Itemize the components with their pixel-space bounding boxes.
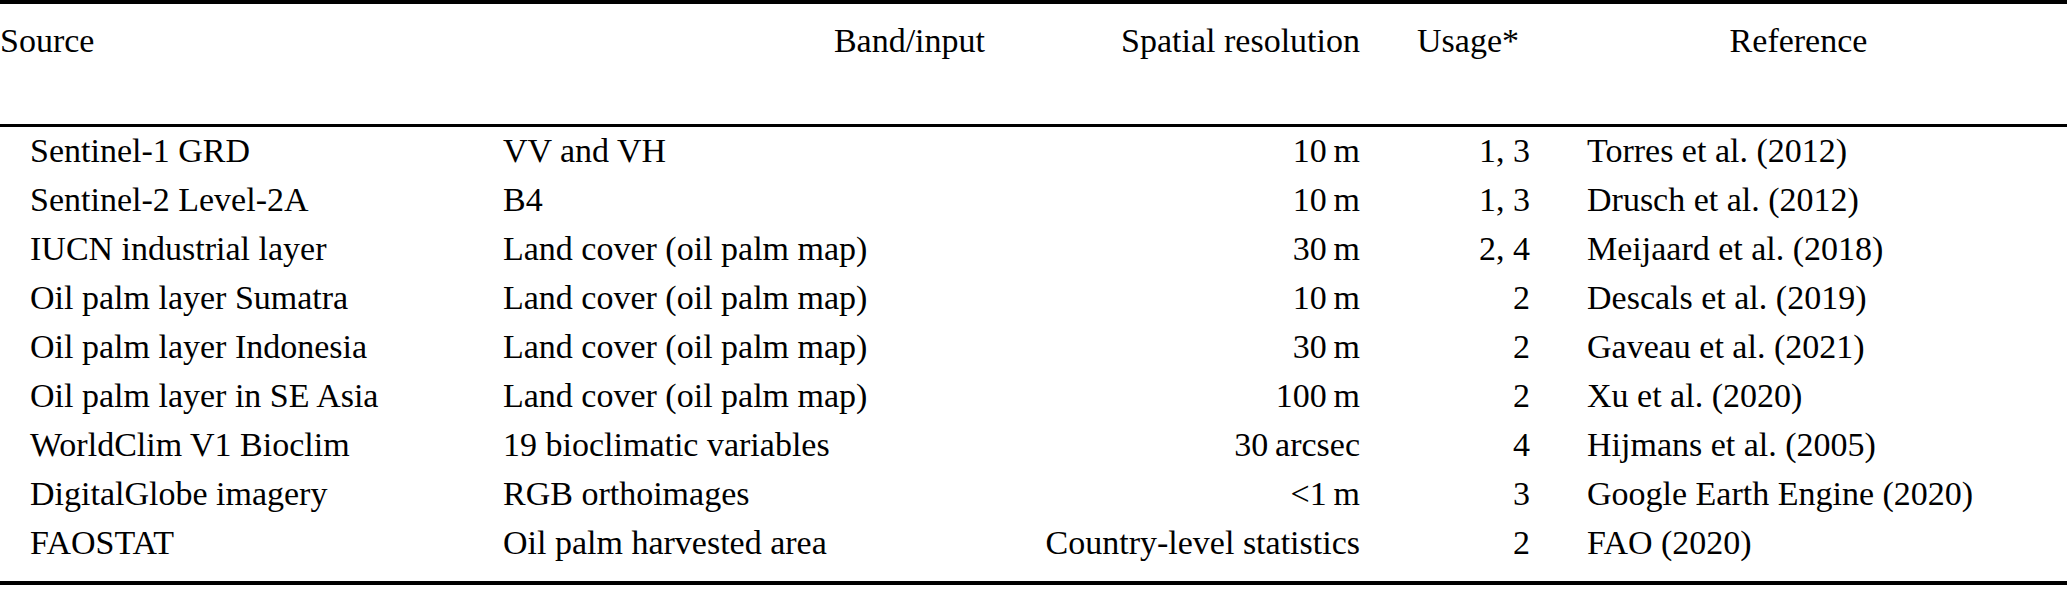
table-row: Sentinel-2 Level-2A B4 10 m 1, 3 Drusch … <box>0 176 2067 225</box>
cell-band-input: Oil palm harvested area <box>503 519 985 583</box>
cell-spatial-resolution: Country-level statistics <box>985 519 1360 583</box>
cell-reference: Xu et al. (2020) <box>1530 372 2067 421</box>
column-header-label: Reference <box>1730 22 1868 59</box>
column-header: Band/input <box>503 2 985 125</box>
column-header-label: Spatial resolution <box>1121 22 1360 59</box>
cell-spatial-resolution: 10 m <box>985 125 1360 176</box>
table-row: Sentinel-1 GRD VV and VH 10 m 1, 3 Torre… <box>0 125 2067 176</box>
cell-source: Sentinel-2 Level-2A <box>0 176 503 225</box>
column-header-label: Usage* <box>1417 22 1519 59</box>
column-header-label: Source <box>0 22 94 59</box>
cell-reference: FAO (2020) <box>1530 519 2067 583</box>
table-row: DigitalGlobe imagery RGB orthoimages <1 … <box>0 470 2067 519</box>
cell-usage: 4 <box>1360 421 1530 470</box>
cell-spatial-resolution: 30 m <box>985 323 1360 372</box>
header-row: Source Band/input Spatial resolution Usa… <box>0 2 2067 125</box>
column-header: Usage* <box>1360 2 1530 125</box>
table-row: FAOSTAT Oil palm harvested area Country-… <box>0 519 2067 583</box>
cell-source: DigitalGlobe imagery <box>0 470 503 519</box>
cell-usage: 2 <box>1360 372 1530 421</box>
cell-usage: 2 <box>1360 274 1530 323</box>
cell-reference: Hijmans et al. (2005) <box>1530 421 2067 470</box>
table-row: Oil palm layer Indonesia Land cover (oil… <box>0 323 2067 372</box>
cell-band-input: Land cover (oil palm map) <box>503 225 985 274</box>
table-header: Source Band/input Spatial resolution Usa… <box>0 2 2067 125</box>
cell-reference: Google Earth Engine (2020) <box>1530 470 2067 519</box>
cell-reference: Torres et al. (2012) <box>1530 125 2067 176</box>
table-row: WorldClim V1 Bioclim 19 bioclimatic vari… <box>0 421 2067 470</box>
cell-spatial-resolution: 10 m <box>985 274 1360 323</box>
cell-band-input: Land cover (oil palm map) <box>503 372 985 421</box>
page: Source Band/input Spatial resolution Usa… <box>0 0 2067 600</box>
cell-spatial-resolution: 30 m <box>985 225 1360 274</box>
cell-reference: Meijaard et al. (2018) <box>1530 225 2067 274</box>
cell-source: Oil palm layer Indonesia <box>0 323 503 372</box>
cell-usage: 1, 3 <box>1360 176 1530 225</box>
cell-reference: Drusch et al. (2012) <box>1530 176 2067 225</box>
cell-source: FAOSTAT <box>0 519 503 583</box>
cell-reference: Gaveau et al. (2021) <box>1530 323 2067 372</box>
cell-reference: Descals et al. (2019) <box>1530 274 2067 323</box>
cell-band-input: Land cover (oil palm map) <box>503 323 985 372</box>
table-row: IUCN industrial layer Land cover (oil pa… <box>0 225 2067 274</box>
cell-spatial-resolution: 100 m <box>985 372 1360 421</box>
cell-band-input: B4 <box>503 176 985 225</box>
column-header: Spatial resolution <box>985 2 1360 125</box>
cell-usage: 2 <box>1360 323 1530 372</box>
cell-spatial-resolution: 10 m <box>985 176 1360 225</box>
table-row: Oil palm layer Sumatra Land cover (oil p… <box>0 274 2067 323</box>
cell-band-input: Land cover (oil palm map) <box>503 274 985 323</box>
cell-usage: 1, 3 <box>1360 125 1530 176</box>
cell-spatial-resolution: 30 arcsec <box>985 421 1360 470</box>
cell-source: Oil palm layer Sumatra <box>0 274 503 323</box>
column-header: Reference <box>1530 2 2067 125</box>
column-header-label: Band/input <box>805 18 985 64</box>
cell-source: IUCN industrial layer <box>0 225 503 274</box>
cell-band-input: VV and VH <box>503 125 985 176</box>
cell-usage: 2, 4 <box>1360 225 1530 274</box>
table-row: Oil palm layer in SE Asia Land cover (oi… <box>0 372 2067 421</box>
cell-band-input: RGB orthoimages <box>503 470 985 519</box>
column-header: Source <box>0 2 503 125</box>
cell-source: Oil palm layer in SE Asia <box>0 372 503 421</box>
cell-source: WorldClim V1 Bioclim <box>0 421 503 470</box>
cell-usage: 2 <box>1360 519 1530 583</box>
cell-band-input: 19 bioclimatic variables <box>503 421 985 470</box>
cell-usage: 3 <box>1360 470 1530 519</box>
data-sources-table: Source Band/input Spatial resolution Usa… <box>0 0 2067 585</box>
cell-spatial-resolution: <1 m <box>985 470 1360 519</box>
table-body: Sentinel-1 GRD VV and VH 10 m 1, 3 Torre… <box>0 125 2067 583</box>
cell-source: Sentinel-1 GRD <box>0 125 503 176</box>
